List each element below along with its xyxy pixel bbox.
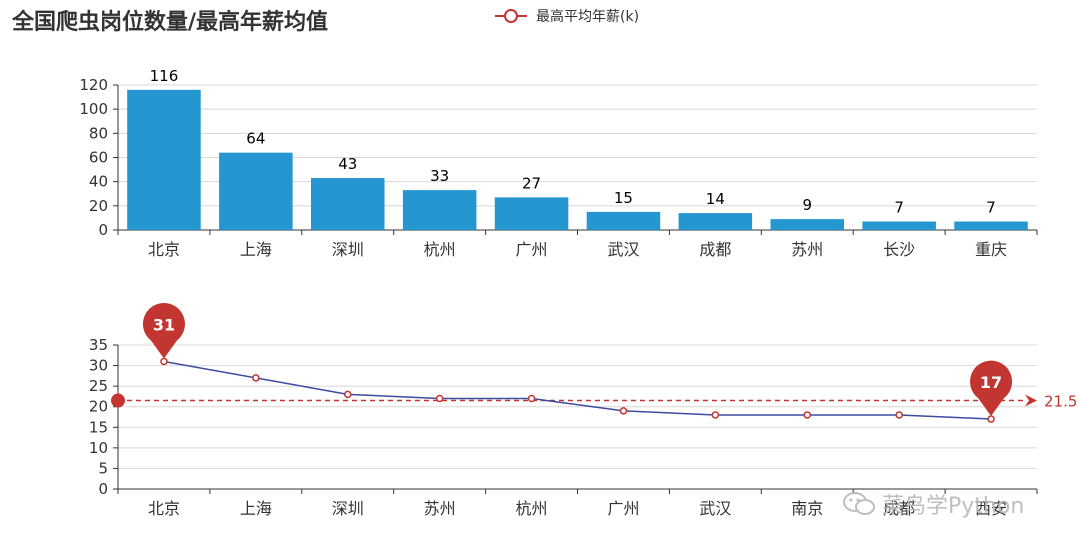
bar: [862, 221, 936, 230]
bar: [770, 219, 845, 230]
line-point: [344, 390, 352, 399]
line-x-tick-label: 成都: [883, 499, 915, 518]
line-point: [252, 374, 260, 382]
bar-x-tick-label: 武汉: [607, 240, 639, 259]
line-x-tick-label: 北京: [148, 499, 180, 518]
bar-x-tick-label: 广州: [516, 240, 548, 259]
bar-x-tick-label: 北京: [148, 240, 180, 259]
bar-y-tick-label: 40: [89, 173, 108, 191]
line-x-tick-label: 杭州: [516, 499, 548, 518]
line-x-tick-label: 苏州: [424, 499, 456, 518]
bar-data-label: 64: [246, 130, 265, 148]
bar-data-label: 7: [894, 199, 904, 217]
bar-x-tick-label: 上海: [240, 240, 272, 259]
line-x-tick-label: 深圳: [332, 499, 364, 518]
bar-y-tick-label: 120: [79, 76, 108, 94]
bar-y-tick-label: 0: [98, 221, 108, 239]
bar-x-tick-label: 苏州: [791, 240, 823, 259]
legend-label: 最高平均年薪(k): [536, 9, 640, 25]
bar-data-label: 15: [614, 189, 633, 207]
bar-data-label: 43: [338, 155, 357, 173]
line-point: [803, 411, 811, 419]
bar-x-tick-label: 深圳: [332, 240, 364, 259]
line-y-tick-label: 35: [89, 336, 108, 354]
bar-y-tick-label: 60: [89, 149, 108, 167]
bar: [219, 152, 293, 230]
line-x-tick-label: 武汉: [699, 499, 731, 518]
mark-point-pin: [970, 360, 1013, 417]
bar: [586, 211, 661, 230]
line-y-tick-label: 30: [89, 357, 108, 375]
line-x-tick-label: 上海: [240, 499, 272, 518]
line-y-tick-label: 25: [89, 377, 108, 395]
bar-y-tick-label: 80: [89, 124, 108, 142]
line-x-tick-label: 广州: [607, 499, 639, 518]
mark-line-arrow: [1025, 394, 1037, 407]
line-y-tick-label: 5: [98, 459, 108, 477]
chart-title: 全国爬虫岗位数量/最高年薪均值: [12, 10, 329, 35]
line-y-tick-label: 10: [89, 439, 108, 457]
mark-point-label: 31: [153, 315, 175, 334]
bar-data-label: 27: [522, 174, 541, 192]
legend[interactable]: 最高平均年薪(k): [494, 6, 639, 26]
legend-line-marker-icon: [495, 9, 527, 23]
bar-x-tick-label: 重庆: [975, 240, 1007, 259]
bar-y-tick-label: 100: [79, 100, 108, 118]
bar-x-tick-label: 成都: [699, 240, 731, 259]
line-point: [619, 407, 628, 415]
bar-data-label: 14: [706, 190, 725, 208]
bar-data-label: 116: [150, 67, 179, 85]
line-y-tick-label: 20: [89, 398, 108, 416]
bar-x-tick-label: 长沙: [883, 240, 915, 259]
line-point: [527, 394, 536, 403]
bar: [494, 197, 569, 230]
bar-data-label: 7: [986, 199, 996, 217]
bar-data-label: 9: [802, 196, 812, 214]
mark-point-label: 17: [980, 373, 1002, 392]
line-point: [435, 394, 444, 403]
watermark-text: 菜鸟学Python: [882, 494, 1025, 519]
bar-x-tick-label: 杭州: [424, 240, 456, 259]
bar: [402, 190, 477, 230]
bar-y-tick-label: 20: [89, 197, 108, 215]
series-line: [163, 360, 992, 420]
watermark: 菜鸟学Python: [842, 488, 1024, 520]
mark-line-label: 21.5: [1044, 393, 1077, 411]
line-x-tick-label: 西安: [975, 499, 1007, 518]
bar: [127, 89, 201, 230]
line-point: [711, 411, 720, 419]
bar: [678, 213, 753, 230]
line-y-tick-label: 15: [89, 418, 108, 436]
bar-data-label: 33: [430, 167, 449, 185]
line-point: [987, 415, 995, 423]
bar: [310, 178, 385, 230]
line-point: [895, 411, 903, 419]
line-point: [160, 357, 168, 366]
bar: [954, 221, 1028, 230]
line-x-tick-label: 南京: [791, 499, 823, 518]
mark-point-pin: [142, 302, 185, 359]
line-y-tick-label: 0: [98, 480, 108, 498]
wechat-icon: [843, 492, 875, 515]
